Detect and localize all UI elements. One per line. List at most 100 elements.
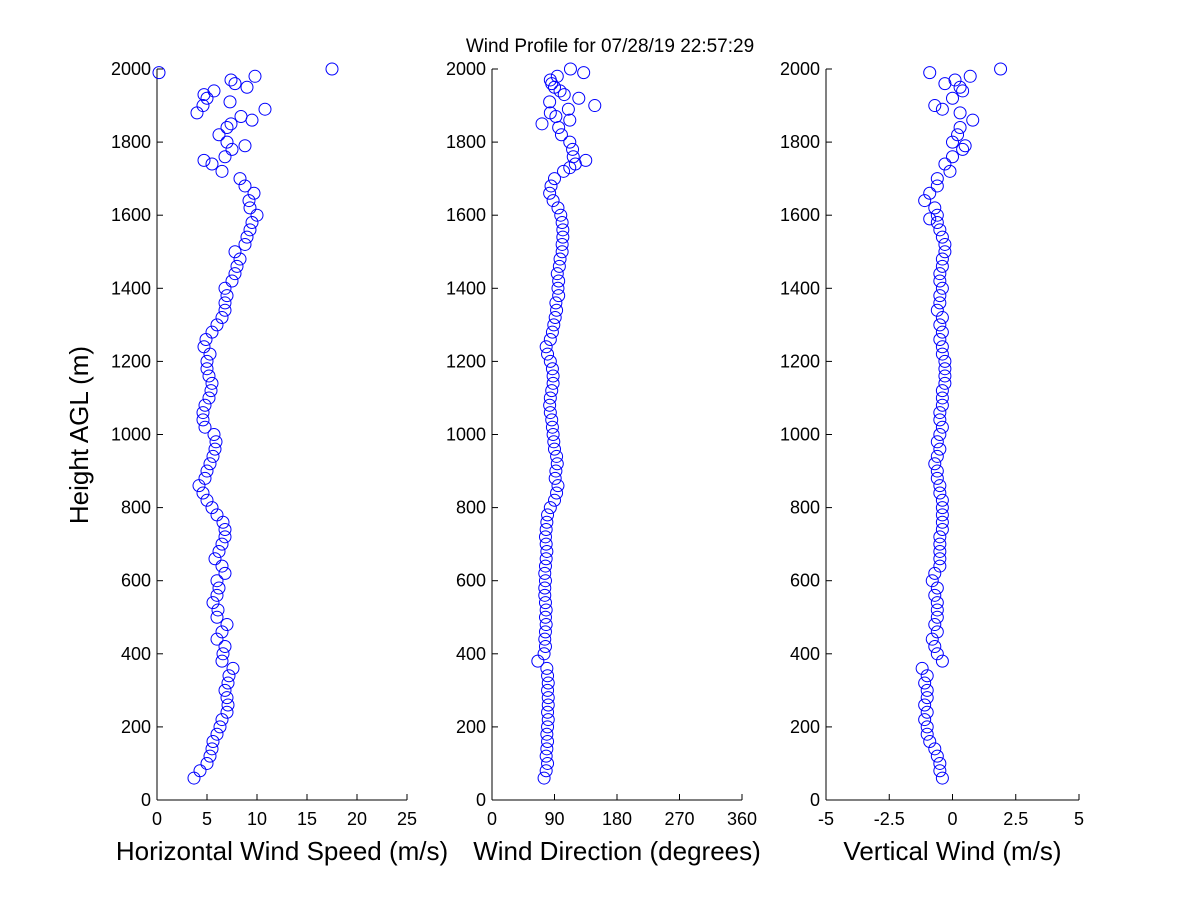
data-point xyxy=(579,153,593,167)
data-point xyxy=(233,252,247,266)
data-point xyxy=(548,172,561,186)
data-point xyxy=(549,296,563,310)
data-point xyxy=(210,588,224,602)
y-tick-label: 200 xyxy=(790,717,820,737)
data-point xyxy=(543,391,557,405)
data-point xyxy=(218,566,232,580)
data-point xyxy=(550,69,564,83)
data-point xyxy=(923,66,937,80)
data-point xyxy=(552,259,566,273)
data-point xyxy=(208,552,222,566)
data-point xyxy=(933,223,947,237)
data-point xyxy=(935,420,949,434)
data-point xyxy=(951,128,965,142)
data-point xyxy=(548,442,561,456)
data-point xyxy=(538,559,552,573)
y-tick-label: 600 xyxy=(790,571,820,591)
y-tick-label: 0 xyxy=(810,790,820,810)
data-point xyxy=(225,274,239,288)
data-point xyxy=(933,756,947,770)
data-point xyxy=(557,164,571,178)
data-point xyxy=(541,508,555,522)
data-point xyxy=(243,223,257,237)
data-point xyxy=(930,303,944,317)
data-point xyxy=(918,713,932,727)
data-point xyxy=(933,537,947,551)
data-point xyxy=(938,245,952,259)
data-point xyxy=(938,157,952,171)
data-point xyxy=(196,406,210,420)
x-tick-label: 90 xyxy=(544,809,564,829)
data-point xyxy=(946,150,959,164)
data-point xyxy=(935,340,949,354)
y-tick-label: 1600 xyxy=(111,205,151,225)
y-tick-label: 600 xyxy=(456,571,486,591)
data-point xyxy=(537,771,551,785)
data-point xyxy=(935,493,949,507)
data-point xyxy=(953,106,967,120)
y-tick-label: 1200 xyxy=(446,351,486,371)
data-point xyxy=(193,764,207,778)
data-point xyxy=(930,179,944,193)
data-point xyxy=(541,735,555,749)
y-tick-label: 1000 xyxy=(111,425,151,445)
data-point xyxy=(200,493,214,507)
data-point xyxy=(197,340,211,354)
data-point xyxy=(545,413,559,427)
data-point xyxy=(209,435,223,449)
data-point xyxy=(588,99,602,113)
data-point xyxy=(218,296,232,310)
data-point xyxy=(202,369,216,383)
data-point xyxy=(216,647,230,661)
y-tick-label: 1400 xyxy=(111,278,151,298)
data-point xyxy=(956,84,970,98)
data-point xyxy=(218,683,232,697)
data-point xyxy=(545,384,559,398)
data-point xyxy=(228,77,242,91)
panel-vertical: 0 200 400 600 800 1000 1200 1400 1600 1800 2000 -5 -… xyxy=(780,59,1084,866)
data-point xyxy=(958,139,972,153)
data-point xyxy=(930,647,944,661)
data-point xyxy=(920,727,934,741)
y-tick-label: 0 xyxy=(141,790,151,810)
y-tick-label: 400 xyxy=(790,644,820,664)
data-point xyxy=(211,603,225,617)
data-point xyxy=(572,91,586,105)
data-point xyxy=(541,683,555,697)
data-point xyxy=(539,618,553,632)
chart-title: Wind Profile for 07/28/19 22:57:29 xyxy=(466,36,754,57)
panel-direction: 0 200 400 600 800 1000 1200 1400 1600 1800 2000 0 90… xyxy=(446,59,761,866)
data-point xyxy=(206,596,220,610)
data-point xyxy=(215,164,229,178)
data-point xyxy=(245,216,259,230)
x-tick-label: 0 xyxy=(152,809,162,829)
data-point xyxy=(537,647,551,661)
data-point xyxy=(543,186,557,200)
data-point xyxy=(930,625,944,639)
data-point xyxy=(543,406,557,420)
y-axis-label: Height AGL (m) xyxy=(64,346,94,524)
data-point xyxy=(543,73,557,87)
data-point xyxy=(196,99,210,113)
y-tick-label: 1400 xyxy=(446,278,486,298)
data-point xyxy=(928,588,942,602)
data-point xyxy=(539,552,553,566)
data-point xyxy=(247,186,261,200)
data-point xyxy=(152,66,166,80)
data-point xyxy=(550,457,564,471)
data-point xyxy=(218,281,232,295)
data-point xyxy=(930,581,944,595)
data-point xyxy=(207,428,221,441)
data-point xyxy=(554,128,568,142)
data-point xyxy=(930,603,944,617)
data-point xyxy=(540,544,554,558)
data-point xyxy=(200,91,214,105)
data-point xyxy=(933,413,947,427)
data-point xyxy=(250,208,264,222)
y-tick-label: 0 xyxy=(476,790,486,810)
data-point xyxy=(556,223,570,237)
data-point xyxy=(531,654,545,668)
y-tick-label: 200 xyxy=(121,717,151,737)
data-point xyxy=(930,216,944,230)
